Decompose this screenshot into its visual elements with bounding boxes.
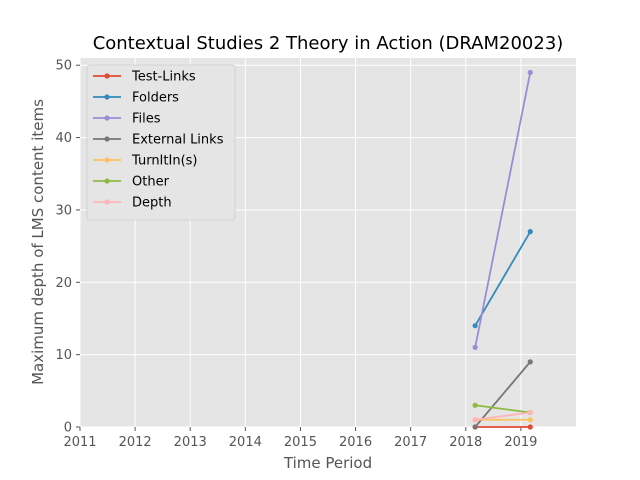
- legend-label: Test-Links: [131, 70, 196, 85]
- y-tick-label: 40: [55, 131, 72, 146]
- legend-label: Depth: [132, 196, 172, 211]
- y-ticks: 0 10 20 30 40 50: [55, 59, 80, 436]
- y-tick-label: 50: [55, 59, 72, 74]
- legend-label: TurnItIn(s): [131, 154, 197, 169]
- series-line-files: [474, 72, 532, 348]
- x-tick-label: 2013: [174, 435, 207, 450]
- y-tick-label: 20: [55, 276, 72, 291]
- data-point-folders: [472, 323, 478, 329]
- series-line-folders: [474, 231, 532, 327]
- legend-swatch-marker: [104, 136, 110, 142]
- y-tick-label: 30: [55, 203, 72, 218]
- data-point-depth: [527, 409, 533, 416]
- data-point-files: [527, 69, 533, 76]
- chart-title: Contextual Studies 2 Theory in Action (D…: [93, 33, 564, 54]
- legend-swatch-marker: [104, 115, 110, 121]
- y-tick-label: 10: [55, 348, 72, 363]
- data-point-turnitin-s: [527, 417, 533, 423]
- x-tick-label: 2016: [339, 435, 372, 450]
- data-point-depth: [472, 417, 478, 423]
- series-line-other: [475, 404, 531, 414]
- data-point-external-links: [527, 359, 533, 365]
- series-line-depth: [475, 411, 531, 421]
- data-point-other: [472, 402, 478, 408]
- legend-label: Files: [132, 112, 161, 127]
- legend-box: [86, 64, 236, 221]
- legend-swatch-marker: [104, 157, 110, 163]
- x-tick-label: 2015: [284, 435, 317, 450]
- series-group: [472, 69, 533, 430]
- legend-label: External Links: [132, 133, 224, 148]
- data-point-files: [472, 344, 478, 351]
- x-tick-label: 2018: [449, 435, 482, 450]
- x-tick-label: 2019: [504, 435, 537, 450]
- x-tick-label: 2012: [119, 435, 152, 450]
- y-axis-label: Maximum depth of LMS content items: [29, 99, 47, 385]
- x-tick-label: 2014: [229, 435, 262, 450]
- data-point-folders: [527, 229, 533, 235]
- y-tick-label: 0: [64, 421, 72, 436]
- legend-label: Other: [132, 175, 170, 190]
- series-line-external-links: [474, 361, 531, 428]
- legend-swatch-marker: [104, 73, 110, 79]
- legend-label: Folders: [132, 91, 179, 106]
- x-axis-label: Time Period: [283, 454, 372, 472]
- data-point-test-links: [527, 424, 533, 430]
- x-tick-label: 2011: [63, 435, 96, 450]
- x-ticks: 2011 2012 2013 2014 2015 2016 2017 2018 2019: [63, 427, 537, 450]
- x-tick-label: 2017: [394, 435, 427, 450]
- legend-swatch-marker: [104, 199, 110, 205]
- legend-swatch-marker: [104, 178, 110, 184]
- legend-swatch-marker: [104, 94, 110, 100]
- legend: Test-Links Folders Files External Links Turn…: [86, 64, 236, 221]
- data-point-external-links: [472, 424, 478, 430]
